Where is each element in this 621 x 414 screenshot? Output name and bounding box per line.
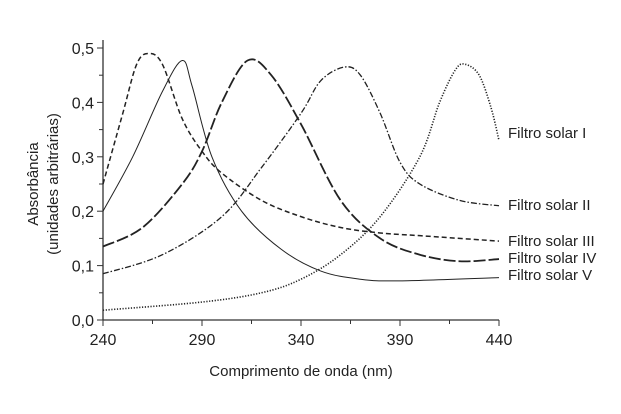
legend-label-filtro-solar-iv: Filtro solar IV — [508, 250, 596, 267]
x-tick-label: 340 — [288, 332, 315, 349]
axes: 240 290 340 390 440 0,0 0,1 0,2 0,3 0,4 0,5 — [72, 40, 513, 349]
series-line-filtro-solar-i — [102, 63, 500, 312]
x-tick-label: 240 — [90, 332, 117, 349]
y-tick-label: 0,3 — [72, 150, 94, 167]
legend-label-filtro-solar-iii: Filtro solar III — [508, 233, 595, 250]
y-tick-label: 0,0 — [72, 313, 94, 330]
legend-label-filtro-solar-i: Filtro solar I — [508, 125, 586, 142]
series-line-filtro-solar-iii — [102, 52, 500, 242]
y-axis-label-line2: (unidades arbitrárias) — [45, 113, 62, 255]
y-tick-label: 0,5 — [72, 41, 94, 58]
y-axis-label-line1: Absorbância — [25, 142, 42, 226]
y-tick-label: 0,4 — [72, 95, 94, 112]
series-line-filtro-solar-iv — [102, 58, 500, 263]
x-tick-label: 290 — [189, 332, 216, 349]
series-group: Filtro solar I Filtro solar II Filtro sola… — [102, 52, 596, 312]
y-tick-label: 0,1 — [72, 259, 94, 276]
legend-label-filtro-solar-ii: Filtro solar II — [508, 197, 591, 214]
legend-label-filtro-solar-v: Filtro solar V — [508, 267, 592, 284]
y-tick-label: 0,2 — [72, 204, 94, 221]
x-axis-label: Comprimento de onda (nm) — [209, 363, 392, 380]
series-line-filtro-solar-ii — [102, 66, 500, 275]
x-tick-label: 440 — [486, 332, 513, 349]
series-line-filtro-solar-v — [102, 60, 500, 282]
x-tick-label: 390 — [387, 332, 414, 349]
